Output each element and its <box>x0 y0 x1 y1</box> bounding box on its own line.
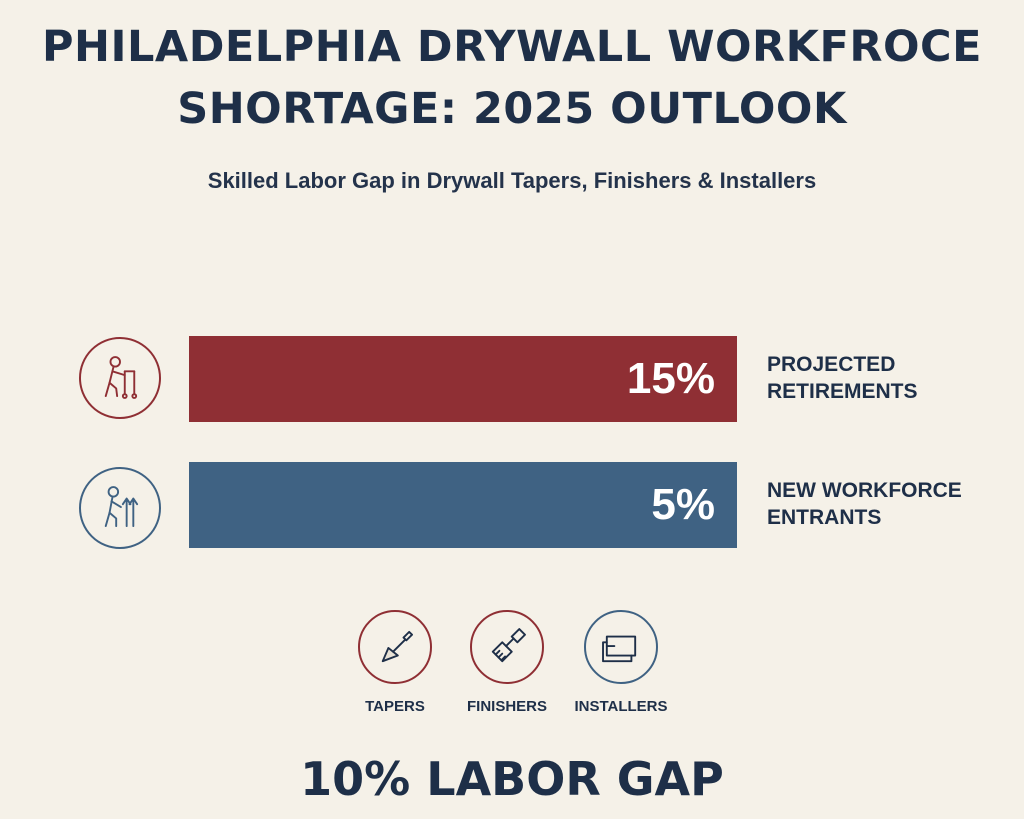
bar-category-label-line: ENTRANTS <box>767 506 882 529</box>
role-tapers: TAPERS <box>340 610 450 715</box>
role-label: FINISHERS <box>466 698 547 715</box>
bar-category-label-line: NEW WORKFORCE <box>767 479 962 502</box>
person-arrow-up-icon <box>79 467 161 549</box>
bar-value-label: 5% <box>651 480 715 529</box>
bar-category-label: PROJECTED RETIREMENTS <box>767 351 918 405</box>
bar-category-label: NEW WORKFORCE ENTRANTS <box>767 477 962 531</box>
drywall-panel-icon <box>584 610 658 684</box>
bar-category-label-line: PROJECTED <box>767 353 896 376</box>
title-line-1: PHILADELPHIA DRYWALL WORKFROCE <box>42 22 982 72</box>
role-label: INSTALLERS <box>574 698 668 715</box>
role-finishers: FINISHERS <box>452 610 562 715</box>
bar-new-workforce-entrants: 5% <box>189 462 737 548</box>
labor-gap-headline: 10% LABOR GAP <box>300 752 724 806</box>
paint-brush-icon <box>470 610 544 684</box>
title-line-2: SHORTAGE: 2025 OUTLOOK <box>177 84 847 134</box>
bar-value-label: 15% <box>626 354 715 403</box>
subtitle: Skilled Labor Gap in Drywall Tapers, Fin… <box>207 168 817 193</box>
page-title: PHILADELPHIA DRYWALL WORKFROCE SHORTAGE:… <box>0 16 1024 140</box>
bar-category-label-line: RETIREMENTS <box>767 380 918 403</box>
role-installers: INSTALLERS <box>566 610 676 715</box>
trowel-icon <box>358 610 432 684</box>
bar-projected-retirements: 15% <box>189 336 737 422</box>
role-label: TAPERS <box>365 698 425 715</box>
walker-icon <box>79 337 161 419</box>
